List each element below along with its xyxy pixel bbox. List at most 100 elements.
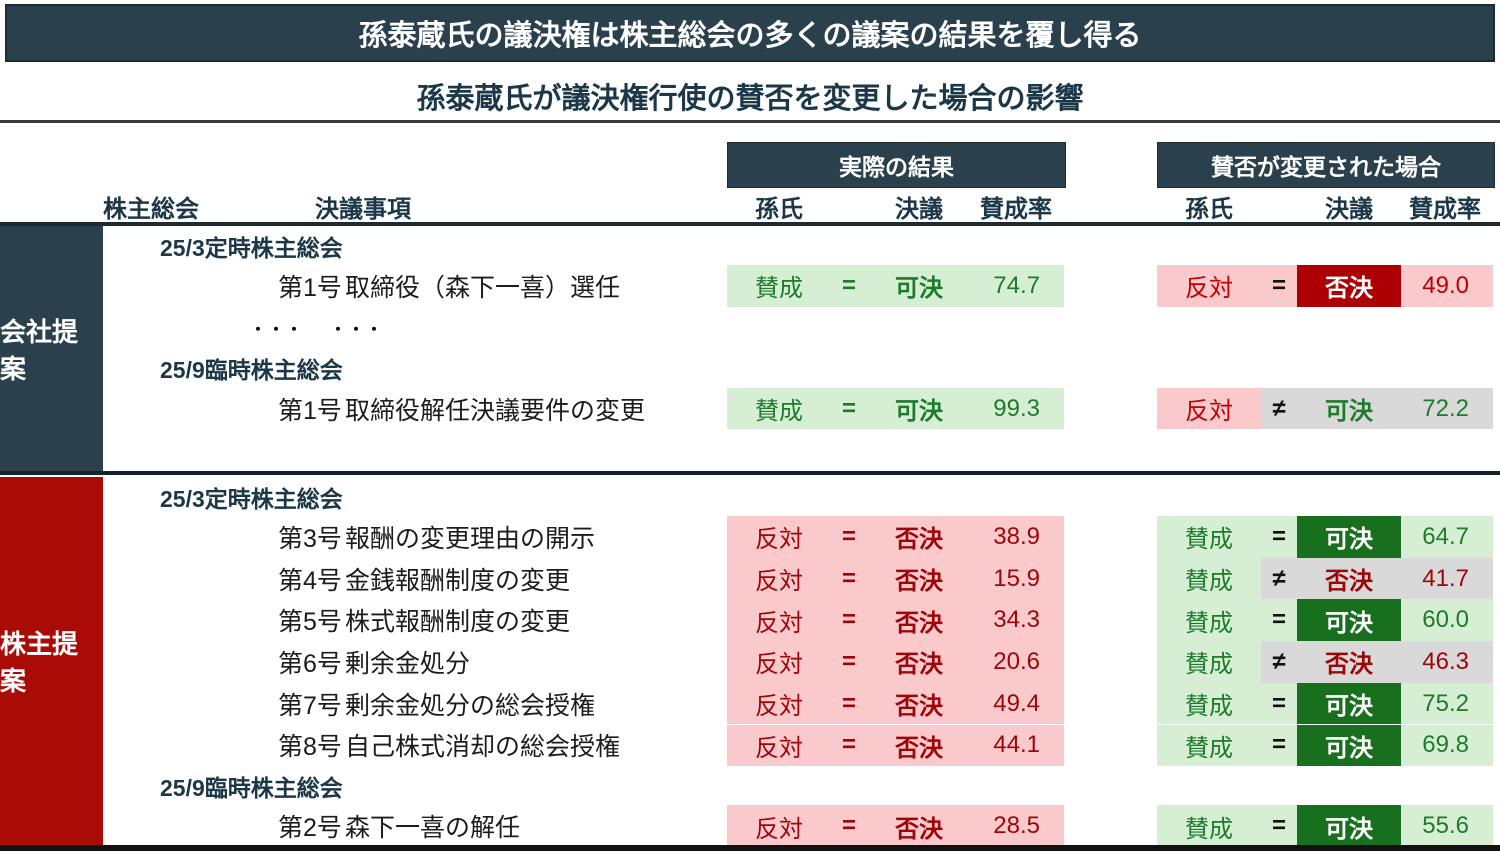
item-title: 自己株式消却の総会授権 xyxy=(345,733,621,762)
resolution-cell: 否決 xyxy=(895,568,943,596)
result-block-actual: 反対 = 否決 38.9 xyxy=(727,516,1064,558)
item-number: 第5号 xyxy=(278,608,342,637)
item-title: 株式報酬制度の変更 xyxy=(345,608,571,637)
comparison-symbol: = xyxy=(841,271,856,299)
resolution-cell: 否決 xyxy=(1325,651,1373,679)
column-header-son-changed: 孫氏 xyxy=(1185,195,1233,223)
meeting-header: 25/3定時株主総会 xyxy=(160,485,343,512)
resolution-cell: 可決 xyxy=(895,275,943,303)
dots-placeholder: ・・・ xyxy=(330,321,385,339)
column-header-rate-changed: 賛成率 xyxy=(1409,195,1481,223)
approval-rate-cell: 28.5 xyxy=(993,812,1040,840)
approval-rate-cell: 99.3 xyxy=(993,394,1040,422)
result-rest: = 可決 64.7 xyxy=(1261,516,1493,558)
vote-cell: 反対 xyxy=(755,651,803,679)
item-title: 森下一喜の解任 xyxy=(345,814,521,843)
approval-rate-cell: 60.0 xyxy=(1422,606,1469,634)
column-header-meeting: 株主総会 xyxy=(103,195,199,223)
column-header-item: 決議事項 xyxy=(315,195,411,223)
comparison-symbol: = xyxy=(841,522,856,550)
vote-cell: 反対 xyxy=(755,526,803,554)
item-title: 取締役解任決議要件の変更 xyxy=(345,396,646,425)
column-header-resolution-actual: 決議 xyxy=(895,195,943,223)
item-title: 報酬の変更理由の開示 xyxy=(345,524,596,553)
vote-cell: 反対 xyxy=(1157,387,1261,430)
meeting-header: 25/3定時株主総会 xyxy=(160,234,343,261)
vote-cell: 賛成 xyxy=(1157,641,1261,683)
item-title: 剰余金処分 xyxy=(345,649,471,678)
result-block-changed: 賛成 ≠ 否決 46.3 xyxy=(1157,641,1493,683)
approval-rate-cell: 72.2 xyxy=(1422,394,1469,422)
approval-rate-cell: 20.6 xyxy=(993,647,1040,675)
result-rest: = 否決 34.3 xyxy=(831,599,1064,641)
dots-placeholder: ・・・ xyxy=(250,321,305,339)
page-title: 孫泰蔵氏の議決権は株主総会の多くの議案の結果を覆し得る xyxy=(5,4,1495,62)
approval-rate-cell: 49.0 xyxy=(1422,271,1469,299)
approval-rate-cell: 75.2 xyxy=(1422,689,1469,717)
result-rest: = 否決 20.6 xyxy=(831,641,1064,683)
resolution-cell: 否決 xyxy=(1325,568,1373,596)
result-rest: = 否決 28.5 xyxy=(831,805,1064,847)
approval-rate-cell: 74.7 xyxy=(993,271,1040,299)
result-block-actual: 反対 = 否決 15.9 xyxy=(727,557,1064,600)
item-number: 第1号 xyxy=(278,396,342,425)
result-rest: = 可決 99.3 xyxy=(831,388,1064,430)
resolution-cell: 否決 xyxy=(895,734,943,762)
result-block-actual: 反対 = 否決 20.6 xyxy=(727,641,1064,683)
vote-cell: 賛成 xyxy=(1157,557,1261,600)
vote-cell: 賛成 xyxy=(755,398,803,426)
result-block-actual: 反対 = 否決 49.4 xyxy=(727,682,1064,725)
table-row: 第4号 金銭報酬制度の変更 反対 = 否決 15.9 賛成 ≠ 否決 41.7 xyxy=(0,557,1500,600)
approval-rate-cell: 46.3 xyxy=(1422,647,1469,675)
item-title: 取締役（森下一喜）選任 xyxy=(345,273,621,302)
table-row: 25/9臨時株主総会 xyxy=(0,766,1500,805)
column-header-son-actual: 孫氏 xyxy=(755,195,803,223)
table-row: ・・・ ・・・ xyxy=(0,307,1500,349)
approval-rate-cell: 69.8 xyxy=(1422,731,1469,759)
table-row: 第7号 剰余金処分の総会授権 反対 = 否決 49.4 賛成 = 可決 75.2 xyxy=(0,682,1500,725)
result-rest: = 可決 60.0 xyxy=(1261,599,1493,642)
comparison-symbol: = xyxy=(1271,522,1286,550)
item-number: 第6号 xyxy=(278,649,342,678)
comparison-symbol: = xyxy=(1271,271,1286,299)
result-rest: = 可決 74.7 xyxy=(831,265,1064,307)
table-row: 第5号 株式報酬制度の変更 反対 = 否決 34.3 賛成 = 可決 60.0 xyxy=(0,599,1500,642)
result-block-changed: 賛成 = 可決 60.0 xyxy=(1157,599,1493,642)
approval-rate-cell: 64.7 xyxy=(1422,522,1469,550)
result-block-changed: 賛成 = 可決 55.6 xyxy=(1157,805,1493,847)
subtitle-rule xyxy=(0,120,1500,123)
vote-cell: 賛成 xyxy=(1185,815,1233,843)
resolution-cell: 可決 xyxy=(1297,599,1401,642)
result-block-changed: 反対 = 否決 49.0 xyxy=(1157,265,1493,307)
result-block-actual: 賛成 = 可決 74.7 xyxy=(727,265,1064,307)
comparison-symbol: = xyxy=(1271,812,1286,840)
result-block-actual: 賛成 = 可決 99.3 xyxy=(727,387,1064,430)
resolution-cell: 否決 xyxy=(895,815,943,843)
resolution-cell: 否決 xyxy=(895,526,943,554)
result-block-changed: 賛成 = 可決 64.7 xyxy=(1157,516,1493,558)
vote-cell: 反対 xyxy=(755,609,803,637)
result-block-changed: 賛成 = 可決 75.2 xyxy=(1157,682,1493,725)
comparison-symbol: = xyxy=(1271,689,1286,717)
result-block-actual: 反対 = 否決 34.3 xyxy=(727,599,1064,642)
result-block-changed: 賛成 ≠ 否決 41.7 xyxy=(1157,557,1493,600)
approval-rate-cell: 38.9 xyxy=(993,522,1040,550)
resolution-cell: 否決 xyxy=(895,651,943,679)
comparison-symbol: ≠ xyxy=(1272,564,1286,592)
table-row: 第1号 取締役（森下一喜）選任 賛成 = 可決 74.7 反対 = 否決 49.0 xyxy=(0,265,1500,307)
approval-rate-cell: 44.1 xyxy=(993,731,1040,759)
table-row: 第8号 自己株式消却の総会授権 反対 = 否決 44.1 賛成 = 可決 69.8 xyxy=(0,724,1500,767)
resolution-cell: 可決 xyxy=(1325,398,1373,426)
section-divider xyxy=(0,471,1500,475)
table-row: 第1号 取締役解任決議要件の変更 賛成 = 可決 99.3 反対 ≠ 可決 72.2 xyxy=(0,387,1500,430)
result-rest: = 否決 38.9 xyxy=(831,516,1064,558)
approval-rate-cell: 49.4 xyxy=(993,689,1040,717)
comparison-symbol: = xyxy=(841,647,856,675)
resolution-cell: 可決 xyxy=(1297,805,1401,847)
table-row: 第6号 剰余金処分 反対 = 否決 20.6 賛成 ≠ 否決 46.3 xyxy=(0,641,1500,683)
comparison-symbol: = xyxy=(841,689,856,717)
group-header-changed: 賛否が変更された場合 xyxy=(1157,142,1495,188)
vote-cell: 反対 xyxy=(755,568,803,596)
comparison-symbol: = xyxy=(1271,606,1286,634)
item-number: 第7号 xyxy=(278,691,342,720)
